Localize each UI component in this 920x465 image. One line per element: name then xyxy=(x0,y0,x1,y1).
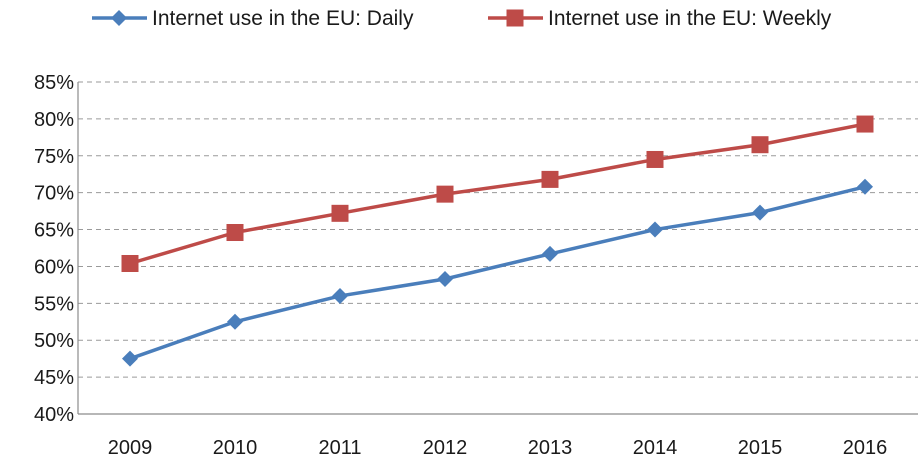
y-tick-label: 55% xyxy=(34,293,74,315)
x-tick-label: 2011 xyxy=(318,437,361,459)
x-tick-label: 2012 xyxy=(423,437,468,459)
legend-marker-daily xyxy=(111,10,127,26)
data-point-daily xyxy=(752,204,768,221)
data-point-daily xyxy=(542,245,558,262)
data-point-daily xyxy=(437,270,453,287)
y-tick-label: 60% xyxy=(34,256,74,278)
data-point-weekly xyxy=(121,254,139,272)
series-line-daily xyxy=(128,185,867,361)
legend: Internet use in the EU: Daily Internet us… xyxy=(92,7,832,30)
y-tick-label: 70% xyxy=(34,183,74,205)
y-tick-label: 45% xyxy=(34,367,74,389)
x-tick-label: 2014 xyxy=(633,437,678,459)
x-tick-label: 2015 xyxy=(738,437,783,459)
data-point-daily xyxy=(332,287,348,304)
legend-label-weekly: Internet use in the EU: Weekly xyxy=(548,7,832,30)
legend-marker-weekly xyxy=(506,9,524,27)
x-tick-label: 2013 xyxy=(528,437,573,459)
data-point-daily xyxy=(122,350,138,367)
x-tick-label: 2010 xyxy=(213,437,258,459)
y-tick-label: 75% xyxy=(34,146,74,168)
x-tick-label: 2009 xyxy=(108,437,153,459)
data-point-daily xyxy=(647,221,663,238)
data-point-weekly xyxy=(331,204,349,222)
y-tick-label: 50% xyxy=(34,330,74,352)
y-tick-label: 65% xyxy=(34,220,74,242)
data-point-weekly xyxy=(646,150,664,168)
series-line-weekly xyxy=(128,122,867,266)
y-tick-label: 80% xyxy=(34,109,74,131)
data-point-daily xyxy=(227,313,243,330)
data-point-weekly xyxy=(751,136,769,154)
data-point-weekly xyxy=(226,224,244,242)
series-group xyxy=(121,115,874,367)
x-axis-ticks: 2009 2010 2011 2012 2013 2014 2015 2016 xyxy=(108,437,888,459)
y-axis-ticks: 40% 45% 50% 55% 60% 65% 70% 75% 80% 85% xyxy=(34,72,74,426)
data-point-daily xyxy=(857,178,873,195)
y-tick-label: 40% xyxy=(34,404,74,426)
data-point-weekly xyxy=(856,115,874,133)
data-point-weekly xyxy=(541,170,559,188)
y-tick-label: 85% xyxy=(34,72,74,94)
legend-label-daily: Internet use in the EU: Daily xyxy=(152,7,414,30)
gridlines xyxy=(77,81,918,415)
data-point-weekly xyxy=(436,185,454,203)
x-tick-label: 2016 xyxy=(843,437,888,459)
